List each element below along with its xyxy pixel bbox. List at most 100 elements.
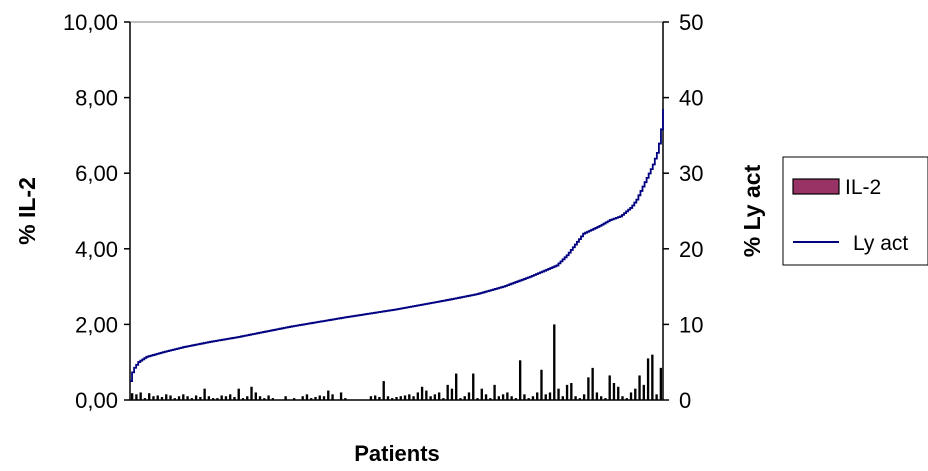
il2-bar <box>536 392 539 400</box>
il2-bar <box>148 393 151 400</box>
il2-bar <box>412 396 415 400</box>
il2-bar <box>267 395 270 400</box>
il2-bar <box>540 369 543 400</box>
left-tick-label: 10,00 <box>63 10 118 35</box>
il2-bar <box>548 392 552 400</box>
il2-bar <box>476 398 479 400</box>
plot-area <box>129 21 664 401</box>
il2-bar <box>501 394 505 400</box>
right-tick-label: 20 <box>679 237 703 262</box>
il2-bar <box>310 398 313 400</box>
il2-bar <box>301 396 304 400</box>
il2-bar <box>143 398 147 400</box>
il2-bar <box>425 390 428 400</box>
il2-bar <box>408 394 411 400</box>
il2-bar <box>241 398 245 400</box>
il2-bar <box>621 396 624 400</box>
il2-bar <box>237 388 240 400</box>
il2-bar <box>199 396 202 400</box>
il2-bar <box>173 398 176 400</box>
il2-bar <box>506 392 509 400</box>
il2-bar <box>203 388 206 400</box>
il2-bar <box>493 384 496 400</box>
il2-bar <box>523 394 526 400</box>
il2-bar <box>220 395 223 400</box>
il2-bar <box>561 396 564 400</box>
il2-bar <box>386 396 390 400</box>
il2-bar <box>186 396 189 400</box>
il2-bar <box>229 394 232 400</box>
il2-bar <box>395 396 398 400</box>
il2-bar <box>190 398 194 400</box>
il2-bar <box>135 394 138 400</box>
legend-label-ly-act: Ly act <box>853 232 908 255</box>
il2-bar <box>382 381 385 400</box>
il2-bar <box>374 395 377 400</box>
right-tick-label: 30 <box>679 161 703 186</box>
il2-bar <box>165 394 168 400</box>
il2-bar <box>459 398 462 400</box>
legend-box <box>782 156 928 266</box>
il2-bar <box>258 396 262 400</box>
il2-bar <box>600 396 603 400</box>
il2-bar <box>659 367 663 400</box>
il2-bar <box>182 394 185 400</box>
il2-bar <box>391 398 394 400</box>
il2-bar <box>152 396 155 400</box>
il2-bar <box>480 388 483 400</box>
il2-bar <box>160 396 164 400</box>
left-tick-label: 6,00 <box>75 161 118 186</box>
il2-bar <box>420 386 424 400</box>
il2-bar <box>518 360 522 400</box>
il2-bar <box>246 396 249 400</box>
il2-bar <box>437 392 441 400</box>
il2-bar <box>446 384 449 400</box>
left-tick-label: 8,00 <box>75 86 118 111</box>
il2-bar <box>305 394 309 400</box>
left-tick-labels: 0,00 2,00 4,00 6,00 8,00 10,00 <box>63 10 118 413</box>
il2-bar <box>194 395 198 400</box>
il2-bar <box>322 396 326 400</box>
left-axis-title: % IL-2 <box>14 177 40 245</box>
il2-bar <box>254 392 257 400</box>
il2-bars <box>130 324 663 400</box>
il2-bar <box>433 394 437 400</box>
il2-bar <box>455 373 458 400</box>
il2-bar <box>130 393 134 400</box>
legend-label-il2: IL-2 <box>845 176 881 199</box>
il2-bar <box>527 398 530 400</box>
il2-bar <box>314 396 317 400</box>
right-tick-label: 40 <box>679 86 703 111</box>
il2-bar <box>378 396 381 400</box>
il2-bar <box>489 398 492 400</box>
il2-bar <box>591 367 594 400</box>
il2-bar <box>625 398 628 400</box>
il2-bar <box>587 377 590 400</box>
il2-bar <box>634 388 637 400</box>
right-tick-labels: 0 10 20 30 40 50 <box>679 10 703 413</box>
il2-bar <box>510 396 513 400</box>
il2-bar <box>553 324 556 400</box>
il2-bar <box>292 398 296 400</box>
left-tick-label: 2,00 <box>75 312 118 337</box>
il2-bar <box>642 384 645 400</box>
il2-bar <box>369 396 373 400</box>
il2-bar <box>595 392 599 400</box>
il2-bar <box>638 375 641 400</box>
il2-bar <box>429 396 432 400</box>
il2-bar <box>574 396 577 400</box>
left-tick-label: 0,00 <box>75 388 118 413</box>
il2-bar <box>169 395 172 400</box>
ly-act-line <box>130 108 664 382</box>
il2-bar <box>403 395 407 400</box>
il2-bar <box>484 394 488 400</box>
il2-bar <box>472 373 475 400</box>
il2-bar <box>514 398 518 400</box>
il2-bar <box>211 398 215 400</box>
il2-bar <box>497 396 501 400</box>
tick-marks <box>124 21 669 401</box>
il2-bar <box>646 358 650 400</box>
il2-bar <box>450 388 454 400</box>
il2-bar <box>544 394 547 400</box>
